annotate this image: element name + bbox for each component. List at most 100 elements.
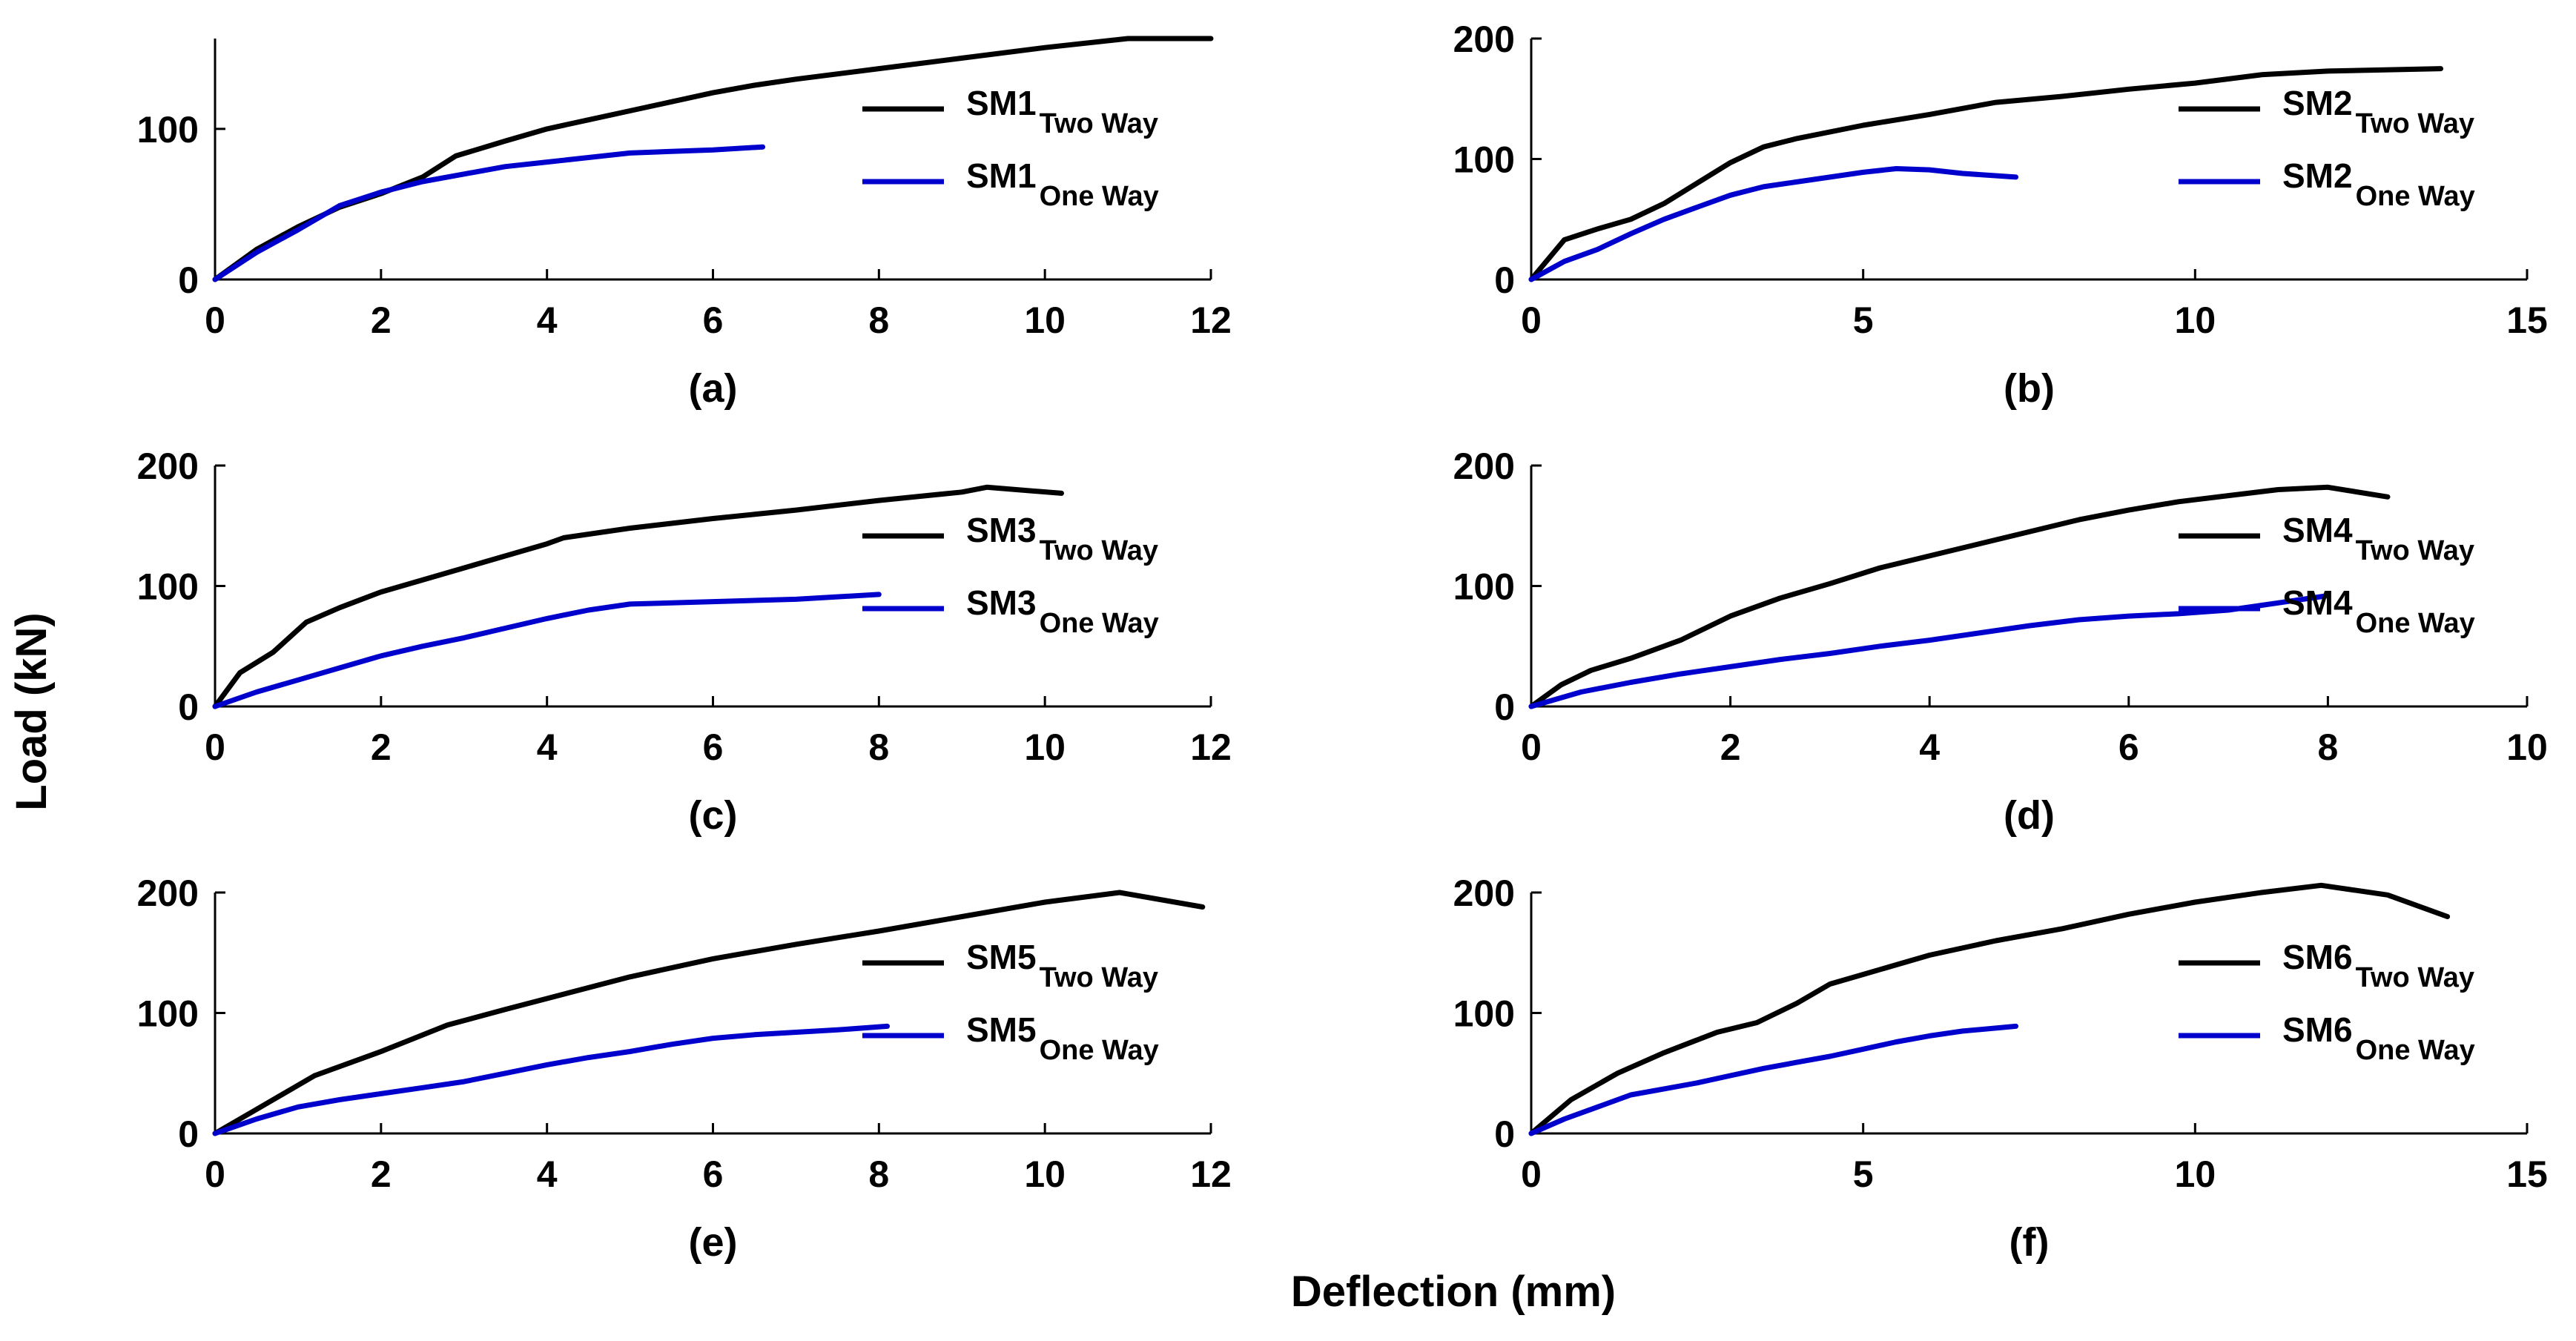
x-tick-label: 10: [1024, 299, 1066, 341]
legend-entry-subscript: Two Way: [1040, 108, 1158, 139]
legend-entry: SM3Two Way: [966, 511, 1158, 566]
x-tick-label: 10: [2175, 299, 2216, 341]
y-axis-label: Load (kN): [7, 612, 56, 810]
panel-label: (d): [2004, 793, 2055, 838]
legend-entry-base: SM5: [966, 938, 1037, 976]
y-tick-label: 0: [178, 686, 199, 728]
legend-entry-subscript: One Way: [1040, 181, 1159, 212]
x-tick-label: 2: [371, 726, 392, 768]
y-tick-label: 100: [137, 109, 199, 150]
legend-entry-base: SM1: [966, 84, 1037, 122]
panel-label: (b): [2004, 366, 2055, 411]
series-line-sm3-two-way: [212, 484, 1064, 709]
y-tick-label: 0: [1494, 686, 1515, 728]
legend-entry-base: SM1: [966, 156, 1037, 195]
x-tick-label: 4: [1919, 726, 1940, 768]
x-tick-label: 8: [868, 299, 889, 341]
legend-entry-base: SM3: [966, 583, 1037, 622]
legend-entry-base: SM2: [2282, 84, 2353, 122]
legend-entry: SM1One Way: [966, 156, 1159, 212]
legend-entry: SM6One Way: [2282, 1010, 2475, 1066]
x-tick-label: 6: [703, 726, 724, 768]
legend-entry: SM4Two Way: [2282, 511, 2474, 566]
x-tick-label: 2: [1720, 726, 1741, 768]
legend-entry-base: SM3: [966, 511, 1037, 549]
legend-entry: SM2One Way: [2282, 156, 2475, 212]
legend-entry-subscript: One Way: [2356, 181, 2475, 212]
series-line-sm2-one-way: [1528, 166, 2019, 282]
x-tick-label: 0: [1521, 1153, 1542, 1195]
y-tick-label: 100: [1453, 566, 1515, 608]
y-tick-label: 200: [1453, 446, 1515, 487]
y-tick-label: 0: [178, 259, 199, 301]
x-tick-label: 0: [205, 299, 225, 341]
legend-entry-subscript: Two Way: [1040, 962, 1158, 993]
x-tick-label: 4: [537, 1153, 558, 1195]
x-tick-label: 10: [1024, 1153, 1066, 1195]
legend-entry-base: SM4: [2282, 511, 2353, 549]
legend-entry-base: SM2: [2282, 156, 2353, 195]
series-line-sm2-two-way: [1528, 66, 2444, 282]
legend-entry-subscript: One Way: [2356, 1035, 2475, 1066]
x-tick-label: 8: [868, 1153, 889, 1195]
series-line-sm4-two-way: [1528, 484, 2391, 709]
legend-entry: SM5Two Way: [966, 938, 1158, 993]
x-tick-label: 12: [1190, 299, 1232, 341]
y-tick-label: 200: [137, 873, 199, 914]
y-tick-label: 100: [1453, 139, 1515, 181]
y-tick-label: 0: [178, 1113, 199, 1155]
y-tick-label: 100: [137, 993, 199, 1035]
x-tick-label: 4: [537, 726, 558, 768]
legend-entry: SM2Two Way: [2282, 84, 2474, 139]
legend-entry: SM4One Way: [2282, 583, 2475, 639]
x-tick-label: 2: [371, 1153, 392, 1195]
x-tick-label: 0: [205, 726, 225, 768]
y-tick-label: 100: [137, 566, 199, 608]
x-tick-label: 5: [1853, 299, 1874, 341]
legend-entry-subscript: Two Way: [2356, 108, 2474, 139]
legend-entry-subscript: Two Way: [2356, 535, 2474, 566]
legend-entry-base: SM6: [2282, 1010, 2353, 1049]
panel-label: (f): [2009, 1220, 2050, 1265]
series-line-sm5-one-way: [212, 1023, 890, 1136]
legend-entry-subscript: Two Way: [2356, 962, 2474, 993]
legend-entry-base: SM4: [2282, 583, 2353, 622]
series-line-sm6-one-way: [1528, 1023, 2019, 1136]
x-tick-label: 5: [1853, 1153, 1874, 1195]
x-tick-label: 0: [1521, 299, 1542, 341]
legend-entry-subscript: One Way: [2356, 608, 2475, 639]
legend-entry: SM1Two Way: [966, 84, 1158, 139]
x-tick-label: 10: [2175, 1153, 2216, 1195]
x-tick-label: 10: [2506, 726, 2548, 768]
x-tick-label: 8: [868, 726, 889, 768]
series-line-sm3-one-way: [212, 592, 882, 709]
x-tick-label: 15: [2506, 299, 2548, 341]
x-tick-label: 12: [1190, 1153, 1232, 1195]
y-tick-label: 0: [1494, 259, 1515, 301]
legend-entry: SM5One Way: [966, 1010, 1159, 1066]
y-tick-label: 200: [1453, 873, 1515, 914]
legend-entry: SM6Two Way: [2282, 938, 2474, 993]
y-tick-label: 200: [137, 446, 199, 487]
legend-entry-base: SM6: [2282, 938, 2353, 976]
x-tick-label: 12: [1190, 726, 1232, 768]
x-tick-label: 6: [703, 1153, 724, 1195]
legend-entry-subscript: One Way: [1040, 608, 1159, 639]
series-line-sm6-two-way: [1528, 882, 2451, 1136]
panel-label: (c): [689, 793, 738, 838]
x-axis-label: Deflection (mm): [1291, 1268, 1616, 1316]
x-tick-label: 15: [2506, 1153, 2548, 1195]
y-tick-label: 200: [1453, 19, 1515, 60]
x-tick-label: 0: [205, 1153, 225, 1195]
series-line-sm4-one-way: [1528, 593, 2331, 709]
x-tick-label: 8: [2317, 726, 2338, 768]
legend-entry-subscript: One Way: [1040, 1035, 1159, 1066]
